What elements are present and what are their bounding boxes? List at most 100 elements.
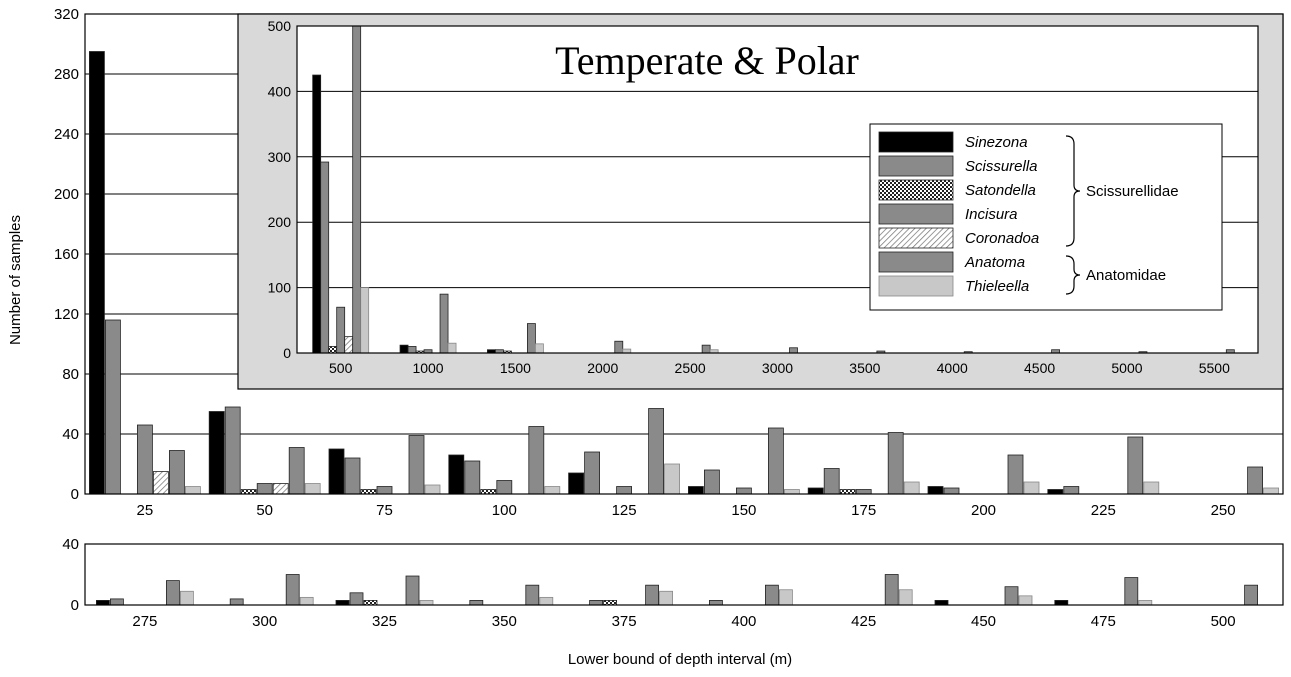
bar-anatoma-350: [525, 584, 540, 606]
bar-thieleella-1500: [535, 343, 544, 354]
x-tick-label: 225: [1091, 502, 1116, 519]
bar-anatoma-225: [1127, 436, 1144, 495]
x-tick-label: 100: [492, 502, 517, 519]
x-tick-label: 175: [851, 502, 876, 519]
bar-sinezona-100: [448, 454, 465, 495]
x-tick-label: 300: [252, 613, 277, 630]
bar-anatoma-500: [1244, 584, 1258, 606]
y-tick-label: 280: [54, 66, 79, 83]
bar-thieleella-50: [304, 483, 321, 495]
bar-sinezona-175: [807, 487, 824, 495]
x-tick-label: 50: [256, 502, 273, 519]
bar-scissurella-500: [320, 161, 330, 354]
x-tick-label: 400: [731, 613, 756, 630]
bar-incisura-100: [496, 480, 513, 495]
bar-anatoma-400: [765, 584, 779, 606]
bar-scissurella-275: [110, 598, 124, 606]
y-tick-label: 40: [62, 536, 79, 553]
x-tick-label: 250: [1211, 502, 1236, 519]
bar-thieleella-325: [419, 600, 434, 606]
y-tick-label: 200: [268, 214, 292, 230]
bar-anatoma-175: [887, 432, 904, 495]
y-tick-label: 160: [54, 246, 79, 263]
x-tick-label: 5500: [1199, 360, 1230, 376]
y-tick-label: 120: [54, 306, 79, 323]
bar-scissurella-1000: [407, 346, 417, 354]
x-tick-label: 25: [137, 502, 154, 519]
bar-incisura-125: [616, 486, 632, 495]
legend-group-label: Scissurellidae: [1086, 183, 1179, 200]
y-tick-label: 320: [54, 6, 79, 23]
x-tick-label: 4000: [937, 360, 968, 376]
y-tick-label: 400: [268, 83, 292, 99]
bar-anatoma-275: [165, 580, 180, 606]
bar-satondella-100: [480, 489, 497, 495]
bar-scissurella-200: [943, 487, 960, 495]
y-tick-label: 240: [54, 126, 79, 143]
bar-incisura-175: [855, 489, 872, 495]
bar-incisura-50: [256, 483, 273, 495]
x-tick-label: 1000: [412, 360, 443, 376]
bar-scissurella-25: [105, 319, 121, 495]
bar-satondella-75: [360, 489, 377, 495]
y-tick-label: 500: [268, 18, 292, 34]
legend-swatch-scissurella: [878, 155, 954, 177]
bar-sinezona-25: [89, 51, 105, 495]
legend-group-brace: [1065, 135, 1081, 247]
bar-thieleella-250: [1263, 487, 1279, 495]
bar-scissurella-175: [823, 468, 840, 495]
bar-thieleella-25: [184, 486, 201, 495]
legend-label-coronadoa: Coronadoa: [965, 230, 1039, 247]
bar-thieleella-75: [424, 484, 441, 495]
bar-thieleella-225: [1143, 481, 1160, 495]
bar-sinezona-275: [96, 600, 110, 606]
bar-thieleella-175: [903, 481, 920, 495]
bar-sinezona-150: [688, 486, 704, 495]
bar-thieleella-275: [179, 590, 194, 606]
inset-title: Temperate & Polar: [555, 38, 859, 83]
bar-anatoma-3000: [789, 347, 798, 354]
x-tick-label: 2500: [675, 360, 706, 376]
legend: Sinezona Scissurella Satondella Incisura Cor…: [869, 123, 1223, 311]
bar-scissurella-300: [229, 598, 244, 606]
bar-sinezona-200: [927, 486, 944, 495]
bar-coronadoa-500: [344, 336, 354, 354]
x-tick-label: 2000: [587, 360, 618, 376]
bar-scissurella-75: [344, 457, 361, 495]
x-tick-label: 275: [132, 613, 157, 630]
bar-coronadoa-25: [152, 471, 169, 495]
legend-swatch-thieleella: [878, 275, 954, 297]
y-axis-label: Number of samples: [7, 215, 24, 345]
bar-thieleella-100: [544, 486, 561, 495]
bar-anatoma-200: [1007, 454, 1024, 495]
y-tick-label: 200: [54, 186, 79, 203]
bar-scissurella-375: [589, 600, 603, 606]
legend-swatch-satondella: [878, 179, 954, 201]
bar-thieleella-500: [360, 287, 370, 354]
bar-incisura-500: [336, 306, 346, 354]
bar-anatoma-125: [648, 408, 664, 495]
inset-chart: 0 100 200 300 400 500 500 1000 1500 2000 2500 3000 3…: [237, 13, 1284, 390]
y-tick-label: 0: [283, 345, 291, 361]
bar-satondella-375: [603, 600, 617, 606]
x-tick-label: 150: [731, 502, 756, 519]
bar-anatoma-150: [768, 427, 784, 495]
legend-label-scissurella: Scissurella: [965, 158, 1038, 175]
bar-thieleella-350: [539, 596, 554, 606]
x-tick-label: 3000: [762, 360, 793, 376]
y-tick-label: 80: [62, 366, 79, 383]
bar-anatoma-1000: [439, 293, 449, 354]
bar-thieleella-475: [1138, 600, 1153, 606]
x-tick-label: 325: [372, 613, 397, 630]
x-tick-label: 350: [492, 613, 517, 630]
bar-sinezona-475: [1054, 600, 1069, 606]
legend-label-satondella: Satondella: [965, 182, 1036, 199]
x-tick-label: 200: [971, 502, 996, 519]
x-tick-label: 425: [851, 613, 876, 630]
x-tick-label: 5000: [1111, 360, 1142, 376]
bar-satondella-50: [240, 489, 257, 495]
y-tick-label: 0: [71, 597, 79, 614]
legend-swatch-incisura: [878, 203, 954, 225]
bar-anatoma-1500: [527, 323, 536, 354]
